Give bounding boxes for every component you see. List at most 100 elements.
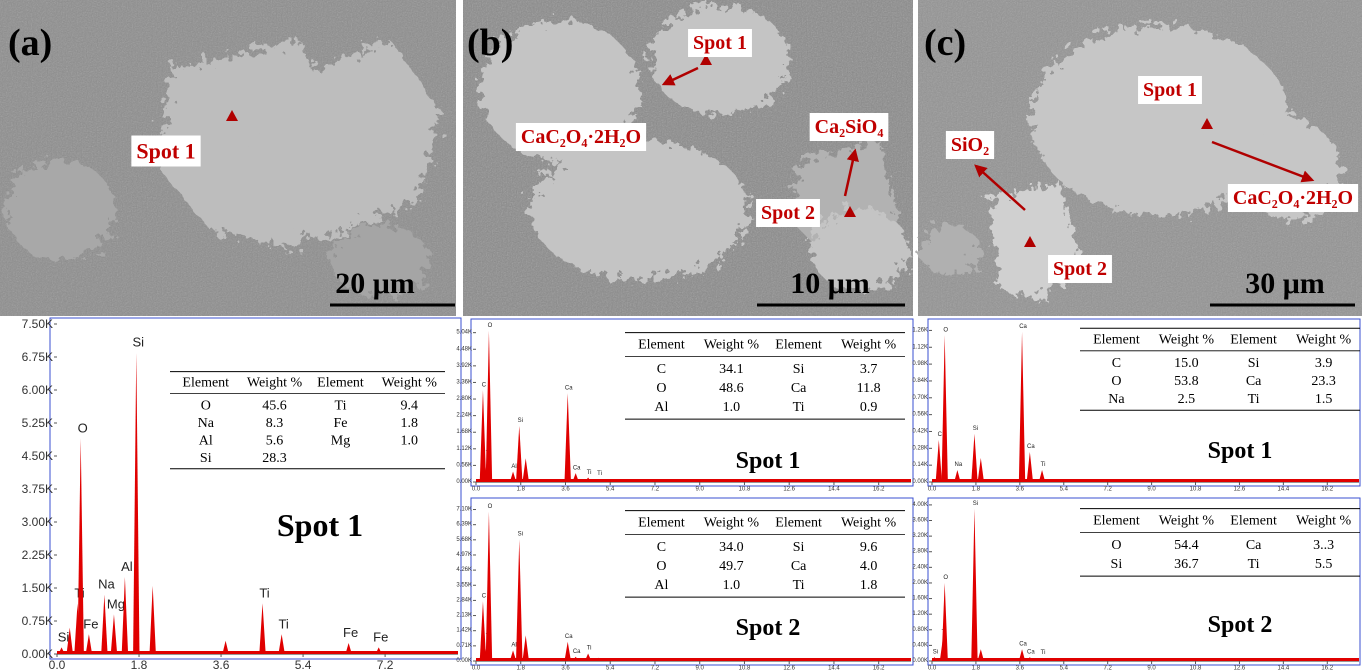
peak [516,426,522,482]
y-tick-label: 0.14K [912,462,928,468]
y-tick-label: 1.26K [912,327,928,333]
peak [486,331,492,482]
x-tick-label: 12.6 [783,666,795,671]
y-tick-label: 3.36K [456,379,472,385]
spectrum-title: Spot 2 [1208,612,1273,638]
scale-bar-label: 20 μm [335,267,415,300]
x-tick-label: 16.2 [873,487,885,493]
y-tick-label: 0.98K [912,361,928,367]
table-cell: 9.6 [860,540,878,555]
x-tick-label: 5.4 [606,487,615,493]
peak [522,635,528,661]
table-header: Element [1093,514,1140,529]
y-tick-label: 0.84K [912,378,928,384]
table-cell: 2.5 [1178,392,1196,407]
x-tick-label: 0.0 [472,487,481,493]
x-tick-label: 10.8 [1190,487,1202,493]
peak-label: Ca [1027,444,1035,450]
peak-label: Ca [1027,649,1035,655]
table-header: Element [1230,333,1277,348]
y-tick-label: 2.80K [456,396,472,402]
y-tick-label: 0.80K [912,627,928,633]
annotation: CaC₂O₄·2H₂O [521,126,641,148]
x-tick-label: 0.0 [472,666,481,671]
x-tick-label: 5.4 [1060,666,1069,671]
table-cell: Ca [1246,538,1262,553]
annotation: CaC₂O₄·2H₂O [1233,187,1353,209]
y-tick-label: 2.80K [912,549,928,555]
background-fill [476,658,911,661]
table-header: Element [182,376,229,391]
x-tick-label: 16.2 [873,666,885,671]
y-tick-label: 4.97K [456,552,472,558]
x-tick-label: 12.6 [1234,666,1246,671]
table-cell: C [657,362,666,377]
table-cell: O [656,381,666,396]
peak-label: Ti [278,616,288,631]
panel-label: (c) [924,22,966,64]
table-cell: Si [1248,356,1260,371]
peak [1019,649,1025,661]
peak [480,390,486,482]
peak-label: Na [98,577,115,592]
x-tick-label: 0.0 [928,666,937,671]
peak-label: Ca [565,385,573,391]
annotation: Spot 1 [136,139,195,164]
table-cell: Si [793,540,805,555]
y-tick-label: 0.40K [912,642,928,648]
x-tick-label: 1.8 [972,666,981,671]
peak-label: C [938,432,943,438]
table-cell: 34.0 [719,540,744,555]
peak-label: Si [973,426,978,432]
table-cell: 49.7 [719,559,744,574]
table-cell: Na [198,416,215,431]
peak [222,641,228,654]
y-tick-label: 1.42K [456,628,472,634]
peak [971,434,977,482]
peak-label: Ca [573,465,581,471]
x-tick-label: 14.4 [1278,666,1290,671]
table-cell: 1.0 [723,400,741,415]
table-cell: 34.1 [719,362,744,377]
table-header: Element [1093,333,1140,348]
y-tick-label: 6.75K [22,350,53,364]
peak [978,458,984,482]
peak-label: Ca [565,634,573,640]
x-tick-label: 10.8 [1190,666,1202,671]
peak [259,603,265,654]
peak-label: C [482,593,487,599]
peak [522,458,528,482]
table-cell: 9.4 [401,398,419,413]
peak-label: Si [133,335,145,350]
y-tick-label: 0.75K [22,614,53,628]
peak-label: Fe [83,616,98,631]
y-tick-label: 2.40K [912,564,928,570]
peak [564,393,570,482]
y-tick-label: 1.20K [912,611,928,617]
table-cell: 1.8 [401,416,419,431]
y-tick-label: 2.84K [456,597,472,603]
peak [58,647,64,654]
x-tick-label: 7.2 [651,666,660,671]
table-cell: O [1111,538,1121,553]
y-tick-label: 4.50K [22,449,53,463]
y-tick-label: 0.70K [912,395,928,401]
table-cell: 15.0 [1174,356,1199,371]
table-cell: Ti [793,578,805,593]
y-tick-label: 3.75K [22,482,53,496]
y-tick-label: 4.26K [456,567,472,573]
peak-label: Al [511,643,516,649]
peak [1039,470,1045,482]
peak [942,335,948,482]
x-tick-label: 1.8 [972,487,981,493]
table-cell: 3..3 [1313,538,1334,553]
x-tick-label: 3.6 [1016,666,1025,671]
peak-label: Ti [597,471,602,477]
x-tick-label: 14.4 [828,487,840,493]
peak-label: Ti [1041,650,1046,656]
table-cell: 3.7 [860,362,878,377]
peak [516,539,522,661]
table-cell: 45.6 [262,398,287,413]
x-tick-label: 10.8 [739,487,751,493]
peak [486,512,492,661]
